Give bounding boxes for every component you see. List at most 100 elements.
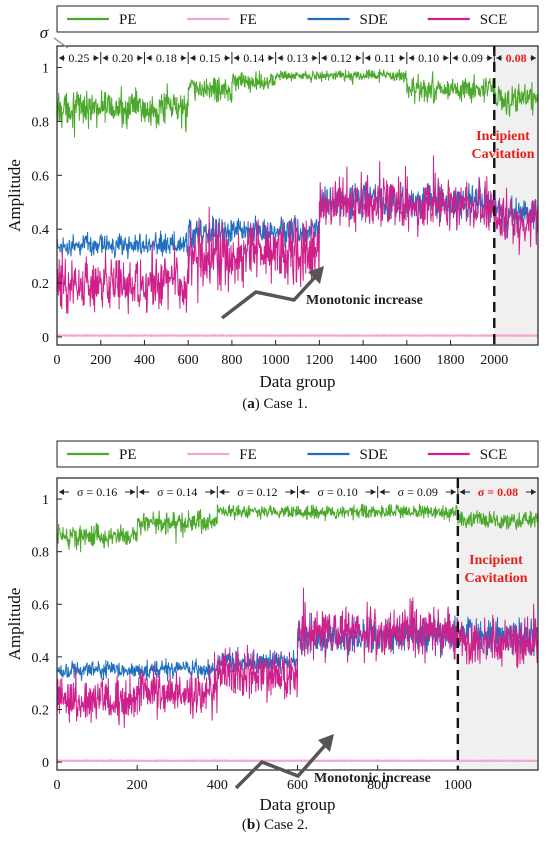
sigma-segment-label: σ = 0.08 [478,485,518,499]
y-tick-label: 0.2 [32,703,50,718]
line-chart-case-2: PE FE SDE SCE 0 200 400 600 800 1000 0 0.2 0.4 0.6 0.8… [5,440,539,814]
legend: PE FE SDE SCE [56,440,539,468]
sigma-arrowhead [399,55,405,61]
sigma-arrowhead [93,55,99,61]
y-tick-label: 0 [42,756,49,771]
cavitation-label-line-1: Incipient [469,553,523,568]
sigma-arrowhead [531,55,536,61]
chart-panel-case-2: PE FE SDE SCE 0 200 400 600 800 1000 0 0.2 0.4 0.6 0.8… [0,436,550,842]
x-tick-label: 200 [90,353,111,368]
series-line-fe [56,758,539,763]
annotation-text: Monotonic increase [306,293,423,308]
x-tick-label: 800 [367,778,388,793]
sigma-arrowhead [277,55,283,61]
sigma-segment-label: 0.18 [156,51,177,65]
sigma-segment-label: 0.15 [200,51,221,65]
sigma-arrowhead [219,489,225,495]
y-tick-label: 0.2 [32,277,50,292]
x-axis-label: Data group [259,372,335,391]
sigma-arrowhead [321,55,327,61]
sigma-arrowhead [224,55,230,61]
sigma-arrowhead [452,55,458,61]
sigma-segment-label: σ = 0.09 [398,485,438,499]
annotation-arrowhead [308,266,324,284]
series-line-fe [56,333,538,338]
y-tick-label: 0.8 [32,115,50,130]
sigma-arrowhead [268,55,274,61]
sigma-segment-label: 0.08 [506,51,527,65]
legend-label-sce: SCE [480,12,508,28]
x-tick-label: 0 [54,778,61,793]
caption-case-2: (b) Case 2. [241,817,309,833]
series-line-sce [56,155,539,315]
y-tick-label: 0.6 [32,598,50,613]
sigma-arrowhead [102,55,108,61]
sigma-arrowhead [130,489,136,495]
cavitation-label-line-2: Cavitation [472,147,535,162]
sigma-arrowhead [137,55,143,61]
sigma-segment-label: 0.20 [112,51,133,65]
sigma-segment-label: 0.14 [243,51,264,65]
legend: PE FE SDE SCE [56,5,539,33]
x-tick-label: 400 [134,353,155,368]
sigma-arrowhead [59,55,64,61]
x-tick-label: 1400 [349,353,377,368]
annotation-arrow-shaft [220,272,320,320]
sigma-strip: 0.25 0.20 0.18 0.15 0.14 0.13 0.12 0.11 0.10 0.09… [59,51,536,65]
sigma-arrowhead [181,55,187,61]
sigma-arrowhead [290,489,296,495]
sigma-arrowhead [496,55,502,61]
x-tick-label: 600 [178,353,199,368]
sigma-pointer [53,37,69,49]
sigma-segment-label: 0.12 [331,51,352,65]
y-axis-label: Amplitude [5,159,24,232]
sigma-strip: σ = 0.16 σ = 0.14 σ = 0.12 σ = 0.10 σ = 0.09… [59,485,536,499]
sigma-arrowhead [210,489,216,495]
sigma-arrowhead [190,55,196,61]
sigma-arrowhead [487,55,493,61]
sigma-arrowhead [59,489,64,495]
sigma-segment-label: σ = 0.10 [317,485,357,499]
legend-label-sde: SDE [360,12,388,28]
legend-label-fe: FE [239,12,257,28]
y-axis-label: Amplitude [5,588,24,661]
annotation-arrowhead [318,734,334,752]
x-tick-label: 0 [54,353,61,368]
y-tick-label: 1 [42,62,49,77]
chart-panel-case-1: PE FE SDE SCE 0 200 400 600 800 1000 1200 1400 1600 1… [5,5,539,412]
x-tick-label: 200 [127,778,148,793]
x-tick-label: 1800 [437,353,465,368]
x-tick-label: 800 [221,353,242,368]
sigma-arrowhead [443,55,449,61]
sigma-arrowhead [299,489,305,495]
sigma-segment-label: σ = 0.12 [237,485,277,499]
annotation-arrow-shaft [234,740,330,790]
x-axis-label: Data group [259,795,335,814]
plot-frame [56,45,539,346]
sigma-arrowhead [312,55,318,61]
x-tick-label: 1200 [305,353,333,368]
sigma-symbol: σ [40,23,49,42]
sigma-segment-label: 0.10 [418,51,439,65]
sigma-arrowhead [379,489,385,495]
sigma-arrowhead [365,55,371,61]
y-tick-label: 0 [42,331,49,346]
legend-label-pe: PE [119,12,137,28]
legend-label-sde: SDE [360,447,388,463]
cavitation-label-line-2: Cavitation [465,571,528,586]
legend-label-fe: FE [239,447,257,463]
legend-label-sce: SCE [480,447,508,463]
series-line-sce [56,587,539,728]
sigma-arrowhead [408,55,414,61]
y-tick-label: 0.4 [32,651,50,666]
sigma-segment-label: 0.25 [68,51,89,65]
y-tick-label: 1 [42,493,49,508]
y-tick-label: 0.4 [32,223,50,238]
monotonic-annotation: Monotonic increase [220,266,423,320]
x-tick-label: 1000 [444,778,472,793]
sigma-arrowhead [450,489,456,495]
sigma-arrowhead [233,55,239,61]
sigma-segment-label: 0.09 [462,51,483,65]
annotation-text: Monotonic increase [314,771,431,786]
caption-case-1: (a) Case 1. [242,396,308,412]
